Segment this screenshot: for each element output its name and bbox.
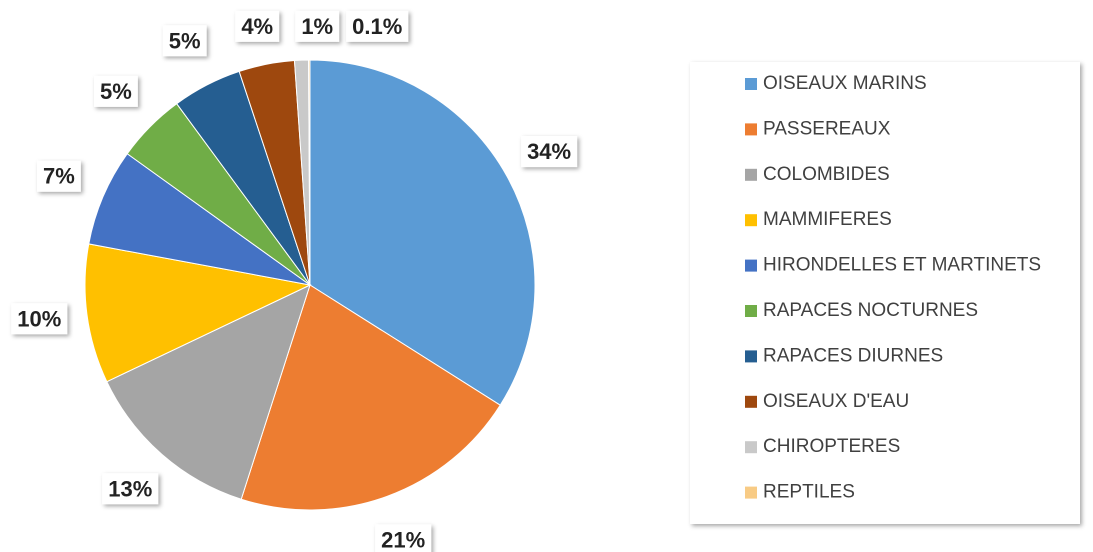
data-label: 1%	[301, 14, 333, 39]
data-label-box	[295, 10, 340, 42]
legend-swatch	[745, 486, 757, 499]
legend-swatch	[745, 305, 757, 317]
data-label-box	[11, 303, 68, 335]
data-label: 13%	[108, 476, 152, 501]
data-label-box	[235, 10, 280, 42]
legend-swatch	[745, 214, 757, 227]
legend-swatch	[745, 441, 757, 454]
pie-slice	[309, 59, 536, 406]
data-label: 10%	[17, 306, 61, 331]
legend-label: MAMMIFERES	[763, 209, 892, 230]
data-label-box	[346, 10, 409, 42]
legend-label: OISEAUX MARINS	[763, 73, 927, 94]
data-label: 4%	[241, 14, 273, 39]
data-label: 7%	[43, 164, 75, 189]
legend-label: RAPACES DIURNES	[763, 345, 943, 366]
legend-label: PASSEREAUX	[763, 118, 891, 139]
data-label-box	[102, 473, 159, 505]
legend-label: COLOMBIDES	[763, 164, 890, 185]
legend-swatch	[745, 350, 757, 363]
data-label: 21%	[381, 527, 425, 552]
data-label: 5%	[100, 79, 132, 104]
pie-slice	[84, 243, 312, 383]
pie-slice	[308, 59, 311, 286]
pie-slice	[240, 284, 501, 511]
legend-swatch	[745, 123, 757, 136]
legend-label: RAPACES NOCTURNES	[763, 300, 978, 321]
data-label-box	[37, 160, 81, 192]
legend-swatch	[745, 168, 757, 181]
legend-label: OISEAUX D'EAU	[763, 391, 909, 412]
pie-slice	[106, 284, 311, 500]
legend-label: CHIROPTERES	[763, 436, 900, 457]
data-label-box	[375, 524, 432, 552]
data-label: 34%	[527, 139, 571, 164]
data-label: 5%	[169, 28, 201, 53]
legend-label: HIRONDELLES ET MARTINETS	[763, 255, 1041, 276]
legend-swatch	[745, 78, 757, 90]
data-label: 0.1%	[352, 14, 402, 39]
legend-label: REPTILES	[763, 482, 855, 503]
legend-swatch	[745, 395, 757, 408]
data-label-box	[521, 136, 578, 168]
data-label-box	[94, 75, 138, 107]
data-label-box	[162, 25, 207, 57]
legend-swatch	[745, 259, 757, 272]
